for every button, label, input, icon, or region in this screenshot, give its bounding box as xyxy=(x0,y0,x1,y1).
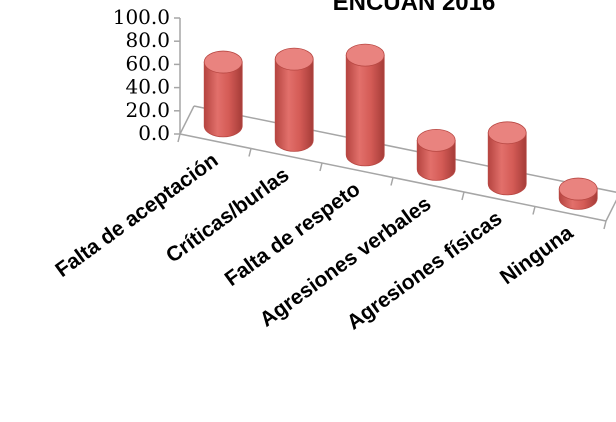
x-tick-mark xyxy=(461,191,465,201)
x-tick-mark xyxy=(177,133,181,143)
chart-bar xyxy=(203,50,243,138)
x-tick-mark xyxy=(248,148,252,157)
floor-left-edge xyxy=(179,105,195,135)
floor-right-edge xyxy=(605,199,616,222)
bar-side xyxy=(203,61,243,138)
chart-bar xyxy=(558,177,598,210)
y-tick-label: 100.0 xyxy=(113,5,170,29)
chart-bars xyxy=(203,43,598,210)
bar-top xyxy=(558,177,598,201)
y-tick-label: 40.0 xyxy=(125,75,170,99)
bar-top xyxy=(203,50,243,74)
chart-bar xyxy=(345,43,385,167)
bar-top xyxy=(274,47,314,71)
x-tick-label: Agresiones físicas xyxy=(343,207,507,335)
x-tick-label: Agresiones verbales xyxy=(256,192,436,331)
chart-title: ENCUAN 2016 xyxy=(333,0,496,16)
y-tick-label: 60.0 xyxy=(125,51,170,75)
bar-side xyxy=(416,139,456,181)
bar-side xyxy=(487,132,527,196)
y-tick-label: 20.0 xyxy=(125,98,170,122)
x-tick-label: Falta de aceptación xyxy=(51,149,222,282)
bar-top xyxy=(487,121,527,145)
bar-side xyxy=(345,54,385,167)
chart-axes xyxy=(174,17,616,230)
y-tick-label: 0.0 xyxy=(138,121,170,145)
x-tick-mark xyxy=(603,220,607,230)
chart-bar xyxy=(274,47,314,152)
bar-top xyxy=(345,43,385,67)
x-tick-mark xyxy=(532,206,536,215)
x-tick-mark xyxy=(390,177,394,186)
bar-side xyxy=(274,58,314,152)
y-tick-label: 80.0 xyxy=(125,28,170,52)
bar-top xyxy=(416,128,456,152)
chart-bar xyxy=(416,128,456,181)
floor-back-edge xyxy=(193,105,616,193)
chart-bar xyxy=(487,121,527,196)
x-tick-label: Ninguna xyxy=(496,221,578,289)
x-tick-mark xyxy=(319,162,323,172)
